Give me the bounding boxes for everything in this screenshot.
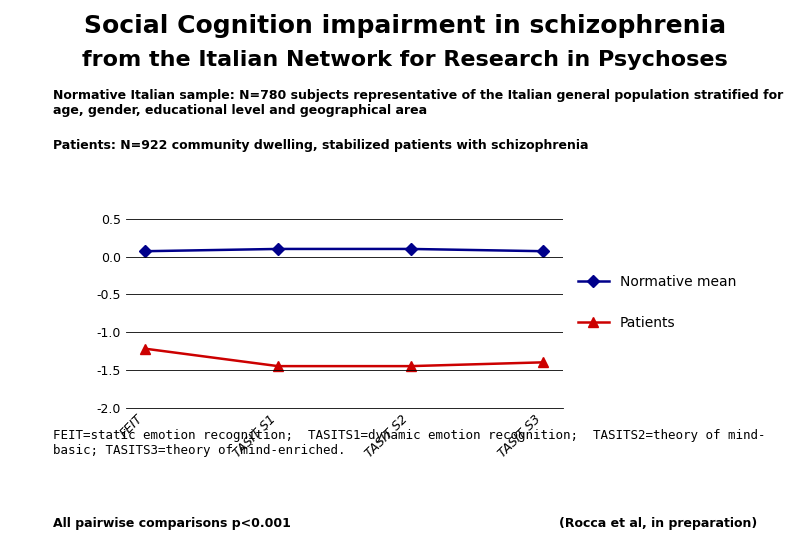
Text: from the Italian Network for Research in Psychoses: from the Italian Network for Research in… <box>82 50 728 70</box>
Text: (Rocca et al, in preparation): (Rocca et al, in preparation) <box>559 517 757 530</box>
Text: Patients: N=922 community dwelling, stabilized patients with schizophrenia: Patients: N=922 community dwelling, stab… <box>53 139 588 152</box>
Text: Normative Italian sample: N=780 subjects representative of the Italian general p: Normative Italian sample: N=780 subjects… <box>53 89 783 117</box>
Legend: Normative mean, Patients: Normative mean, Patients <box>578 274 736 330</box>
Text: FEIT=static emotion recognition;  TASITS1=dynamic emotion recognition;  TASITS2=: FEIT=static emotion recognition; TASITS1… <box>53 429 765 457</box>
Text: All pairwise comparisons p<0.001: All pairwise comparisons p<0.001 <box>53 517 291 530</box>
Text: Social Cognition impairment in schizophrenia: Social Cognition impairment in schizophr… <box>84 14 726 37</box>
